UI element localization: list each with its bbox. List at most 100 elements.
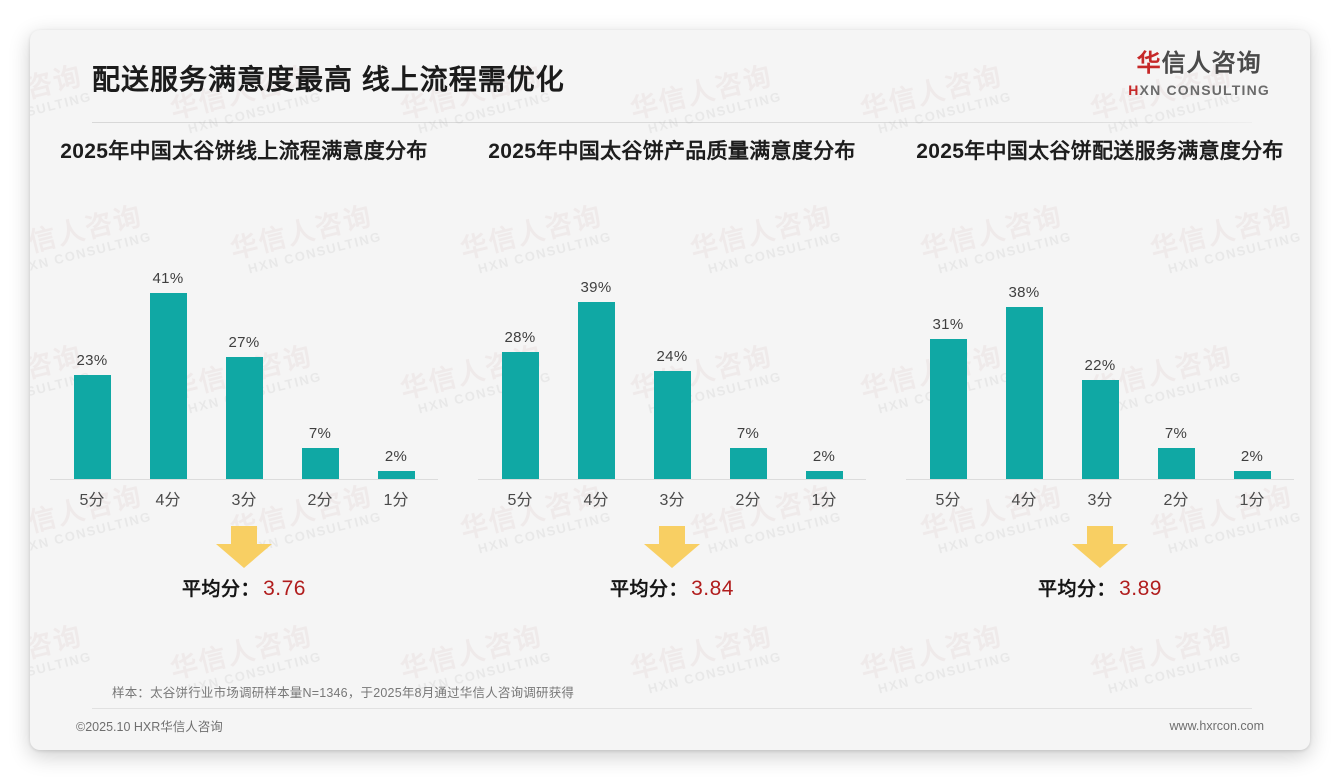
logo-accent-char: 华 [1136, 50, 1162, 77]
bar-slot[interactable]: 41% [134, 240, 202, 480]
bar[interactable] [73, 375, 111, 480]
arrow-head [644, 544, 700, 568]
chart-column-3: 2025年中国太谷饼配送服务满意度分布 31% 38% 22% 7% 2% 5分 4分 3分 2分… [886, 138, 1310, 601]
bar-value-label: 2% [384, 447, 408, 465]
average-score-block: 平均分： 3.76 [44, 526, 444, 601]
website-text: www.hxrcon.com [1169, 718, 1264, 733]
average-score-line: 平均分： 3.76 [182, 574, 306, 601]
average-score-value: 3.76 [263, 577, 306, 600]
bar-slot[interactable]: 7% [286, 240, 354, 480]
x-axis-tick-label: 2分 [735, 492, 761, 509]
bar-value-label: 31% [932, 315, 964, 333]
slide-footer: ©2025.10 HXR华信人咨询 www.hxrcon.com [30, 716, 1310, 735]
arrow-shaft [659, 526, 685, 546]
average-score-value: 3.84 [691, 577, 734, 600]
x-axis-tick-label: 4分 [583, 492, 609, 509]
x-axis-tick-label: 5分 [79, 492, 105, 509]
logo-en-rest: XN CONSULTING [1139, 82, 1270, 98]
logo-chinese-rest: 信人咨询 [1161, 50, 1262, 77]
arrow-down-icon [1072, 526, 1128, 568]
bar-value-label: 28% [504, 329, 536, 347]
bar-slot[interactable]: 27% [210, 240, 278, 480]
bar[interactable] [1005, 306, 1043, 480]
bar-slot[interactable]: 7% [714, 240, 782, 480]
x-axis-tick-label: 2分 [307, 492, 333, 509]
bar-slot[interactable]: 24% [638, 240, 706, 480]
logo-english-text: HXN CONSULTING [1128, 83, 1270, 97]
bar-slot[interactable]: 23% [58, 240, 126, 480]
header-divider [92, 122, 1252, 123]
chart-column-1: 2025年中国太谷饼线上流程满意度分布 23% 41% 27% 7% 2% 5分 4分 3分 2分… [30, 138, 458, 601]
bar-value-label: 7% [736, 425, 760, 443]
arrow-shaft [231, 526, 257, 546]
bar-slot[interactable]: 7% [1142, 240, 1210, 480]
chart-title: 2025年中国太谷饼线上流程满意度分布 [60, 140, 428, 163]
bar-slot[interactable]: 2% [790, 240, 858, 480]
bar[interactable] [577, 302, 615, 480]
bar-series: 31% 38% 22% 7% 2% [914, 240, 1286, 480]
average-score-label: 平均分： [182, 579, 261, 600]
bar-series: 28% 39% 24% 7% 2% [486, 240, 858, 480]
average-score-block: 平均分： 3.89 [900, 526, 1300, 601]
logo-chinese-text: 华信人咨询 [1128, 52, 1270, 76]
bar[interactable] [1233, 470, 1271, 480]
bar[interactable] [653, 370, 691, 480]
average-score-label: 平均分： [610, 579, 689, 600]
bar-slot[interactable]: 28% [486, 240, 554, 480]
arrow-down-icon [644, 526, 700, 568]
average-score-label: 平均分： [1038, 579, 1117, 600]
page-title: 配送服务满意度最高 线上流程需优化 [92, 64, 565, 95]
bar[interactable] [377, 470, 415, 480]
x-axis-tick-label: 1分 [383, 492, 409, 509]
chart-title: 2025年中国太谷饼产品质量满意度分布 [488, 140, 856, 163]
bar-value-label: 41% [152, 270, 184, 288]
average-score-block: 平均分： 3.84 [472, 526, 872, 601]
x-axis-tick-label: 1分 [811, 492, 837, 509]
x-axis-tick-label: 4分 [1011, 492, 1037, 509]
bar-slot[interactable]: 22% [1066, 240, 1134, 480]
bar-value-label: 7% [1164, 425, 1188, 443]
company-logo: 华信人咨询 HXN CONSULTING [1128, 52, 1270, 98]
chart-title: 2025年中国太谷饼配送服务满意度分布 [916, 140, 1284, 163]
bar-value-label: 39% [580, 279, 612, 297]
bar[interactable] [149, 293, 187, 480]
bar[interactable] [1157, 448, 1195, 480]
bar-value-label: 7% [308, 425, 332, 443]
arrow-shaft [1087, 526, 1113, 546]
bar-value-label: 22% [1084, 356, 1116, 374]
arrow-head [1072, 544, 1128, 568]
bar[interactable] [1081, 379, 1119, 480]
bar[interactable] [501, 352, 539, 480]
x-axis-tick-label: 3分 [1087, 492, 1113, 509]
logo-en-accent: H [1128, 82, 1140, 98]
bar-slot[interactable]: 38% [990, 240, 1058, 480]
bar-chart-plot: 23% 41% 27% 7% 2% 5分 4分 3分 2分 1分 [44, 220, 444, 520]
bar-value-label: 38% [1008, 283, 1040, 301]
bar[interactable] [805, 470, 843, 480]
bar[interactable] [301, 448, 339, 480]
bar[interactable] [225, 357, 263, 480]
arrow-head [216, 544, 272, 568]
charts-row: 2025年中国太谷饼线上流程满意度分布 23% 41% 27% 7% 2% 5分 4分 3分 2分… [30, 138, 1310, 601]
x-axis-tick-labels: 5分 4分 3分 2分 1分 [914, 486, 1286, 514]
bar-slot[interactable]: 2% [1218, 240, 1286, 480]
bar-slot[interactable]: 39% [562, 240, 630, 480]
bar[interactable] [729, 448, 767, 480]
x-axis-tick-label: 2分 [1163, 492, 1189, 509]
x-axis-tick-label: 5分 [507, 492, 533, 509]
bar-slot[interactable]: 31% [914, 240, 982, 480]
bar-value-label: 23% [76, 352, 108, 370]
chart-column-2: 2025年中国太谷饼产品质量满意度分布 28% 39% 24% 7% 2% 5分 4分 3分 2分… [458, 138, 886, 601]
bar-slot[interactable]: 2% [362, 240, 430, 480]
x-axis-tick-labels: 5分 4分 3分 2分 1分 [486, 486, 858, 514]
x-axis-tick-labels: 5分 4分 3分 2分 1分 [58, 486, 430, 514]
source-footnote: 样本：太谷饼行业市场调研样本量N=1346，于2025年8月通过华信人咨询调研获… [112, 686, 575, 700]
bar-series: 23% 41% 27% 7% 2% [58, 240, 430, 480]
bar[interactable] [929, 338, 967, 480]
x-axis-line [478, 479, 866, 480]
average-score-line: 平均分： 3.89 [1038, 574, 1162, 601]
x-axis-tick-label: 1分 [1239, 492, 1265, 509]
